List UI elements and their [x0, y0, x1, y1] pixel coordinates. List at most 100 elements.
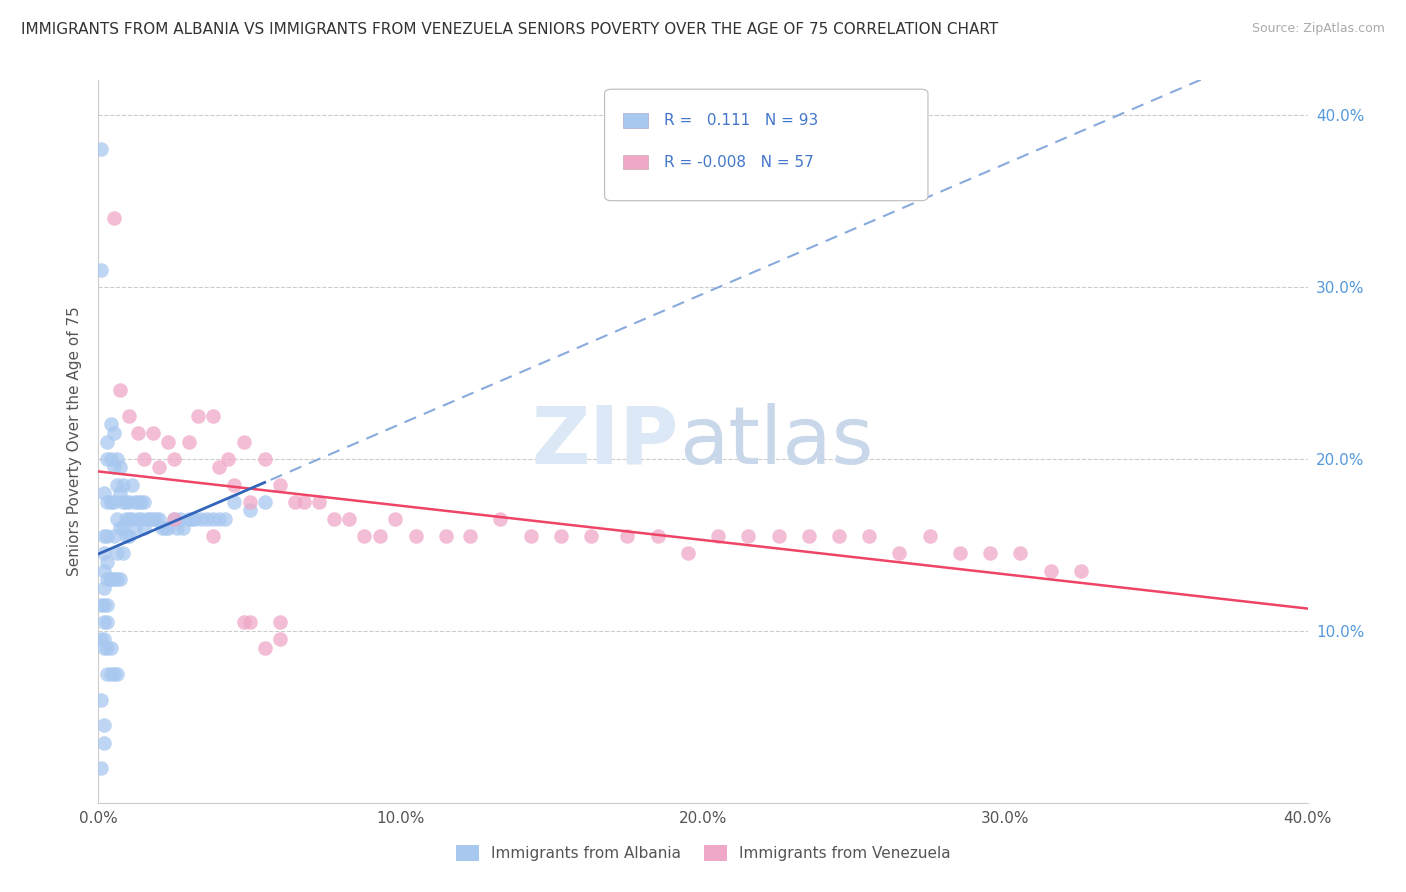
Point: [90, 632, 112, 647]
Point: [121, 477, 143, 491]
Point: [1010, 546, 1032, 560]
Point: [156, 434, 179, 449]
Point: [96, 494, 118, 508]
Text: ZIP: ZIP: [531, 402, 679, 481]
Point: [111, 520, 134, 534]
Point: [93, 735, 115, 749]
Point: [114, 512, 136, 526]
Point: [103, 425, 125, 440]
Point: [108, 383, 131, 397]
Point: [323, 512, 346, 526]
Point: [127, 425, 149, 440]
Point: [129, 512, 152, 526]
Point: [828, 529, 851, 543]
Point: [93, 546, 115, 560]
Point: [129, 494, 152, 508]
Point: [111, 494, 134, 508]
Point: [100, 572, 122, 586]
Point: [208, 512, 231, 526]
Point: [111, 477, 134, 491]
Point: [96, 451, 118, 466]
Point: [166, 520, 188, 534]
Point: [132, 494, 155, 508]
Point: [239, 503, 262, 517]
Point: [232, 615, 254, 630]
Point: [96, 572, 118, 586]
Point: [284, 494, 307, 508]
Point: [434, 529, 457, 543]
Point: [217, 451, 239, 466]
Point: [103, 572, 125, 586]
Point: [132, 520, 155, 534]
Text: R = -0.008   N = 57: R = -0.008 N = 57: [664, 155, 814, 169]
Point: [114, 529, 136, 543]
Point: [190, 512, 212, 526]
Point: [103, 460, 125, 475]
Point: [124, 520, 146, 534]
Point: [142, 425, 165, 440]
Point: [103, 211, 125, 225]
Point: [384, 512, 406, 526]
Point: [145, 512, 167, 526]
Point: [142, 512, 165, 526]
Point: [889, 546, 911, 560]
Point: [93, 632, 115, 647]
Point: [108, 520, 131, 534]
Point: [105, 477, 128, 491]
Point: [100, 666, 122, 681]
Point: [707, 529, 730, 543]
Point: [253, 494, 276, 508]
Point: [93, 615, 115, 630]
Point: [118, 409, 141, 423]
Point: [148, 460, 170, 475]
Point: [100, 494, 122, 508]
Point: [337, 512, 360, 526]
Point: [114, 494, 136, 508]
Y-axis label: Seniors Poverty Over the Age of 75: Seniors Poverty Over the Age of 75: [67, 307, 83, 576]
Point: [163, 512, 186, 526]
Legend: Immigrants from Albania, Immigrants from Venezuela: Immigrants from Albania, Immigrants from…: [450, 839, 956, 867]
Point: [308, 494, 330, 508]
Point: [187, 409, 209, 423]
Point: [163, 451, 186, 466]
Point: [90, 142, 112, 156]
Point: [269, 477, 291, 491]
Point: [93, 598, 115, 612]
Point: [93, 640, 115, 655]
Point: [550, 529, 572, 543]
Point: [100, 640, 122, 655]
Point: [93, 529, 115, 543]
Text: Source: ZipAtlas.com: Source: ZipAtlas.com: [1251, 22, 1385, 36]
Point: [1070, 564, 1092, 578]
Point: [172, 520, 194, 534]
Point: [93, 486, 115, 500]
Point: [103, 529, 125, 543]
Point: [253, 451, 276, 466]
Point: [135, 512, 157, 526]
Point: [139, 512, 162, 526]
Point: [647, 529, 669, 543]
Text: R =   0.111   N = 93: R = 0.111 N = 93: [664, 113, 818, 128]
Point: [163, 512, 186, 526]
Point: [111, 546, 134, 560]
Text: IMMIGRANTS FROM ALBANIA VS IMMIGRANTS FROM VENEZUELA SENIORS POVERTY OVER THE AG: IMMIGRANTS FROM ALBANIA VS IMMIGRANTS FR…: [21, 22, 998, 37]
Point: [100, 417, 122, 432]
Point: [202, 512, 225, 526]
Point: [153, 520, 176, 534]
Point: [105, 451, 128, 466]
Point: [181, 512, 204, 526]
Point: [90, 598, 112, 612]
Point: [90, 692, 112, 706]
Point: [90, 262, 112, 277]
Point: [918, 529, 941, 543]
Point: [108, 460, 131, 475]
Point: [150, 520, 173, 534]
Point: [579, 529, 602, 543]
Point: [353, 529, 375, 543]
Point: [96, 529, 118, 543]
Point: [195, 512, 218, 526]
Point: [103, 666, 125, 681]
Point: [208, 460, 231, 475]
Point: [253, 640, 276, 655]
Point: [96, 615, 118, 630]
